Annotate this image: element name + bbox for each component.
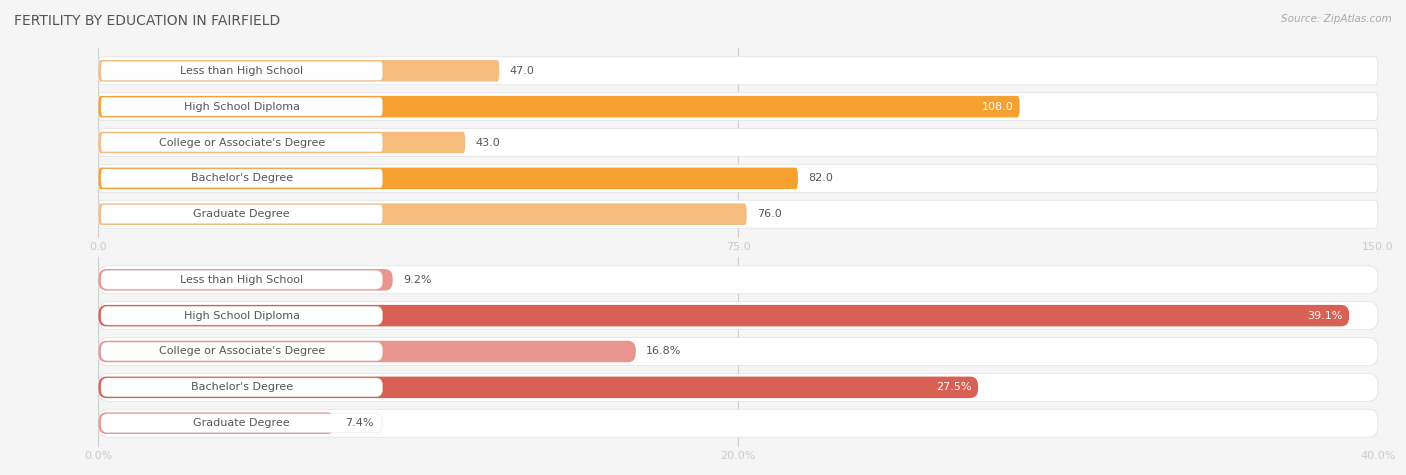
Text: 27.5%: 27.5%: [936, 382, 972, 392]
Text: 76.0: 76.0: [756, 209, 782, 219]
FancyBboxPatch shape: [98, 168, 797, 189]
FancyBboxPatch shape: [101, 414, 382, 433]
FancyBboxPatch shape: [101, 205, 382, 224]
Text: 43.0: 43.0: [475, 137, 501, 148]
Text: High School Diploma: High School Diploma: [184, 102, 299, 112]
Text: 47.0: 47.0: [509, 66, 534, 76]
FancyBboxPatch shape: [101, 306, 382, 325]
FancyBboxPatch shape: [98, 132, 465, 153]
Text: College or Associate's Degree: College or Associate's Degree: [159, 137, 325, 148]
FancyBboxPatch shape: [101, 342, 382, 361]
FancyBboxPatch shape: [98, 200, 1378, 228]
FancyBboxPatch shape: [98, 203, 747, 225]
Text: 7.4%: 7.4%: [346, 418, 374, 428]
FancyBboxPatch shape: [98, 373, 1378, 401]
Text: 82.0: 82.0: [808, 173, 832, 183]
Text: 39.1%: 39.1%: [1308, 311, 1343, 321]
FancyBboxPatch shape: [98, 302, 1378, 330]
FancyBboxPatch shape: [98, 338, 1378, 365]
FancyBboxPatch shape: [101, 61, 382, 80]
FancyBboxPatch shape: [98, 93, 1378, 121]
Text: FERTILITY BY EDUCATION IN FAIRFIELD: FERTILITY BY EDUCATION IN FAIRFIELD: [14, 14, 280, 28]
Text: Graduate Degree: Graduate Degree: [194, 209, 290, 219]
FancyBboxPatch shape: [101, 97, 382, 116]
Text: Less than High School: Less than High School: [180, 66, 304, 76]
Text: 9.2%: 9.2%: [404, 275, 432, 285]
Text: Bachelor's Degree: Bachelor's Degree: [191, 382, 292, 392]
Text: Source: ZipAtlas.com: Source: ZipAtlas.com: [1281, 14, 1392, 24]
FancyBboxPatch shape: [101, 169, 382, 188]
FancyBboxPatch shape: [98, 57, 1378, 85]
FancyBboxPatch shape: [98, 96, 1019, 117]
Text: College or Associate's Degree: College or Associate's Degree: [159, 346, 325, 357]
FancyBboxPatch shape: [101, 133, 382, 152]
Text: 108.0: 108.0: [981, 102, 1014, 112]
FancyBboxPatch shape: [101, 378, 382, 397]
FancyBboxPatch shape: [98, 305, 1350, 326]
FancyBboxPatch shape: [98, 60, 499, 82]
FancyBboxPatch shape: [98, 269, 392, 291]
FancyBboxPatch shape: [101, 270, 382, 289]
FancyBboxPatch shape: [98, 377, 979, 398]
FancyBboxPatch shape: [98, 409, 1378, 437]
FancyBboxPatch shape: [98, 164, 1378, 192]
Text: Graduate Degree: Graduate Degree: [194, 418, 290, 428]
FancyBboxPatch shape: [98, 412, 335, 434]
Text: Bachelor's Degree: Bachelor's Degree: [191, 173, 292, 183]
Text: High School Diploma: High School Diploma: [184, 311, 299, 321]
Text: Less than High School: Less than High School: [180, 275, 304, 285]
FancyBboxPatch shape: [98, 341, 636, 362]
FancyBboxPatch shape: [98, 129, 1378, 156]
Text: 16.8%: 16.8%: [645, 346, 682, 357]
FancyBboxPatch shape: [98, 266, 1378, 294]
